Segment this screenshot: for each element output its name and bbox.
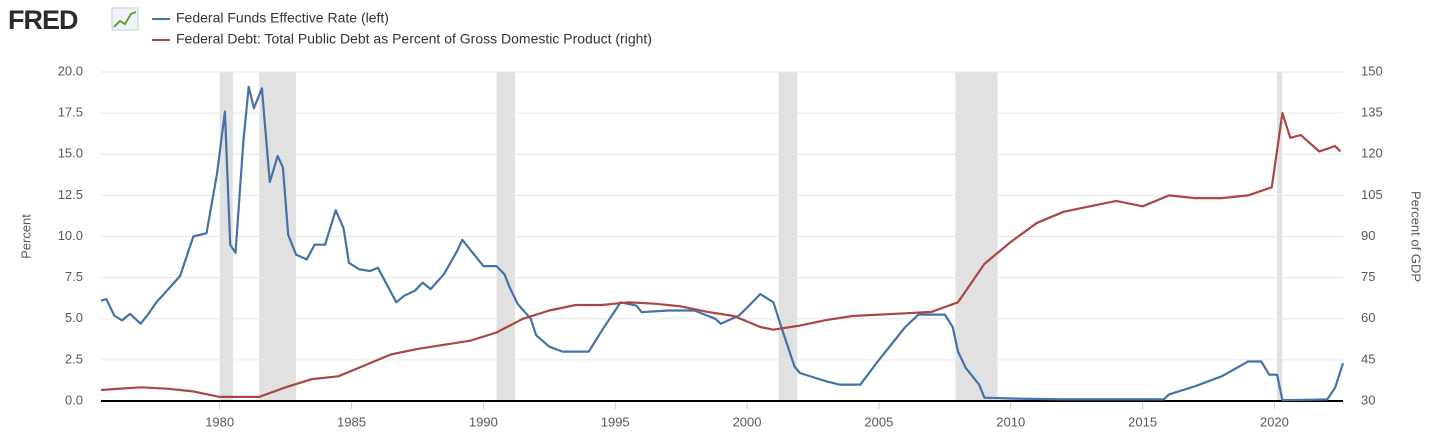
y-axis-label: Percent bbox=[18, 214, 33, 259]
y2-tick-label: 105 bbox=[1361, 187, 1383, 202]
y2-axis-label: Percent of GDP bbox=[1409, 191, 1424, 282]
y2-tick-label: 45 bbox=[1361, 351, 1375, 366]
series-line bbox=[100, 85, 1345, 402]
x-tick-label: 1990 bbox=[469, 414, 498, 429]
x-tick-label: 1985 bbox=[337, 414, 366, 429]
x-tick-label: 1995 bbox=[601, 414, 630, 429]
logo-icon bbox=[111, 7, 139, 31]
x-tick-label: 2010 bbox=[996, 414, 1025, 429]
y-tick-label: 12.5 bbox=[58, 187, 83, 202]
y-tick-label: 20.0 bbox=[58, 63, 83, 78]
y-tick-label: 0.0 bbox=[65, 392, 83, 407]
y-tick-label: 2.5 bbox=[65, 351, 83, 366]
logo: FRED bbox=[8, 5, 78, 35]
y2-tick-label: 30 bbox=[1361, 392, 1375, 407]
y-tick-label: 7.5 bbox=[65, 269, 83, 284]
y2-tick-label: 60 bbox=[1361, 310, 1375, 325]
x-tick-label: 2020 bbox=[1260, 414, 1289, 429]
y-tick-label: 10.0 bbox=[58, 228, 83, 243]
x-tick-label: 2005 bbox=[864, 414, 893, 429]
y2-tick-label: 135 bbox=[1361, 105, 1383, 120]
y-tick-label: 5.0 bbox=[65, 310, 83, 325]
y2-tick-label: 150 bbox=[1361, 63, 1383, 78]
y2-tick-label: 90 bbox=[1361, 228, 1375, 243]
x-tick-label: 2000 bbox=[733, 414, 762, 429]
y-tick-label: 15.0 bbox=[58, 146, 83, 161]
y2-tick-label: 75 bbox=[1361, 269, 1375, 284]
y-tick-label: 17.5 bbox=[58, 105, 83, 120]
series-line bbox=[100, 112, 1342, 398]
y2-tick-label: 120 bbox=[1361, 146, 1383, 161]
x-tick-label: 2015 bbox=[1128, 414, 1157, 429]
x-tick-label: 1980 bbox=[205, 414, 234, 429]
legend-label: Federal Funds Effective Rate (left) bbox=[176, 10, 389, 26]
legend-label: Federal Debt: Total Public Debt as Perce… bbox=[176, 31, 652, 47]
